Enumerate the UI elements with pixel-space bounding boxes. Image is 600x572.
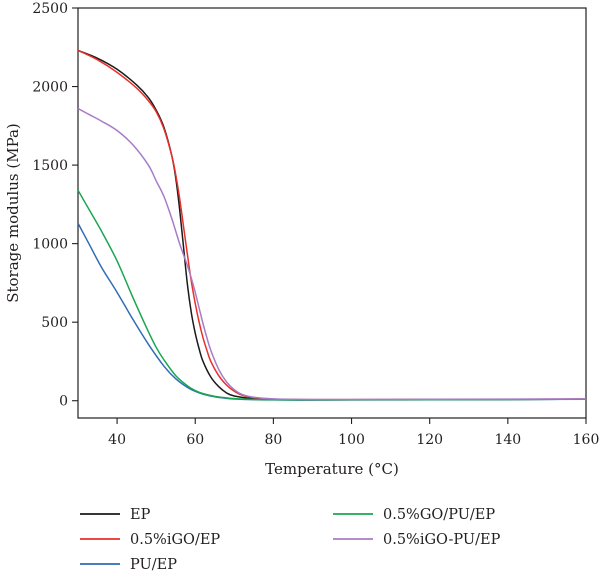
- axis-ticks: 40 60 80 100 120 140 160 0 500 1000 1500 2000 2500: [32, 1, 599, 448]
- legend-label-0-5-go-pu-ep: 0.5%GO/PU/EP: [383, 507, 495, 523]
- legend-label-ep: EP: [130, 507, 151, 523]
- y-tick-label: 1500: [32, 158, 68, 174]
- series-line-0-5-igo-ep: [77, 49, 587, 401]
- x-tick-label: 40: [108, 432, 126, 448]
- x-tick-label: 160: [573, 432, 600, 448]
- series-line-0-5-go-pu-ep: [77, 189, 587, 401]
- x-tick-label: 80: [264, 432, 282, 448]
- y-tick-label: 2000: [32, 80, 68, 96]
- x-tick-label: 120: [416, 432, 443, 448]
- x-tick-label: 60: [186, 432, 204, 448]
- y-tick-label: 500: [41, 315, 68, 331]
- x-axis-title: Temperature (°C): [265, 460, 399, 478]
- series-line-ep: [77, 49, 587, 401]
- series-line-0-5-igo-pu-ep: [77, 107, 587, 401]
- legend-label-0-5-igo-pu-ep: 0.5%iGO-PU/EP: [383, 532, 501, 548]
- y-axis-title: Storage modulus (MPa): [4, 123, 22, 303]
- y-tick-label: 0: [59, 394, 68, 410]
- legend-label-0-5-igo-ep: 0.5%iGO/EP: [130, 532, 220, 548]
- legend: EP 0.5%GO/PU/EP 0.5%iGO/EP 0.5%iGO-PU/EP PU/…: [80, 507, 501, 572]
- y-tick-label: 1000: [32, 237, 68, 253]
- x-tick-label: 140: [494, 432, 521, 448]
- plot-frame: [77, 7, 587, 419]
- x-tick-label: 100: [338, 432, 365, 448]
- legend-label-pu-ep: PU/EP: [130, 557, 177, 572]
- y-tick-label: 2500: [32, 1, 68, 17]
- series-line-pu-ep: [77, 222, 587, 401]
- series-layer: [77, 49, 587, 401]
